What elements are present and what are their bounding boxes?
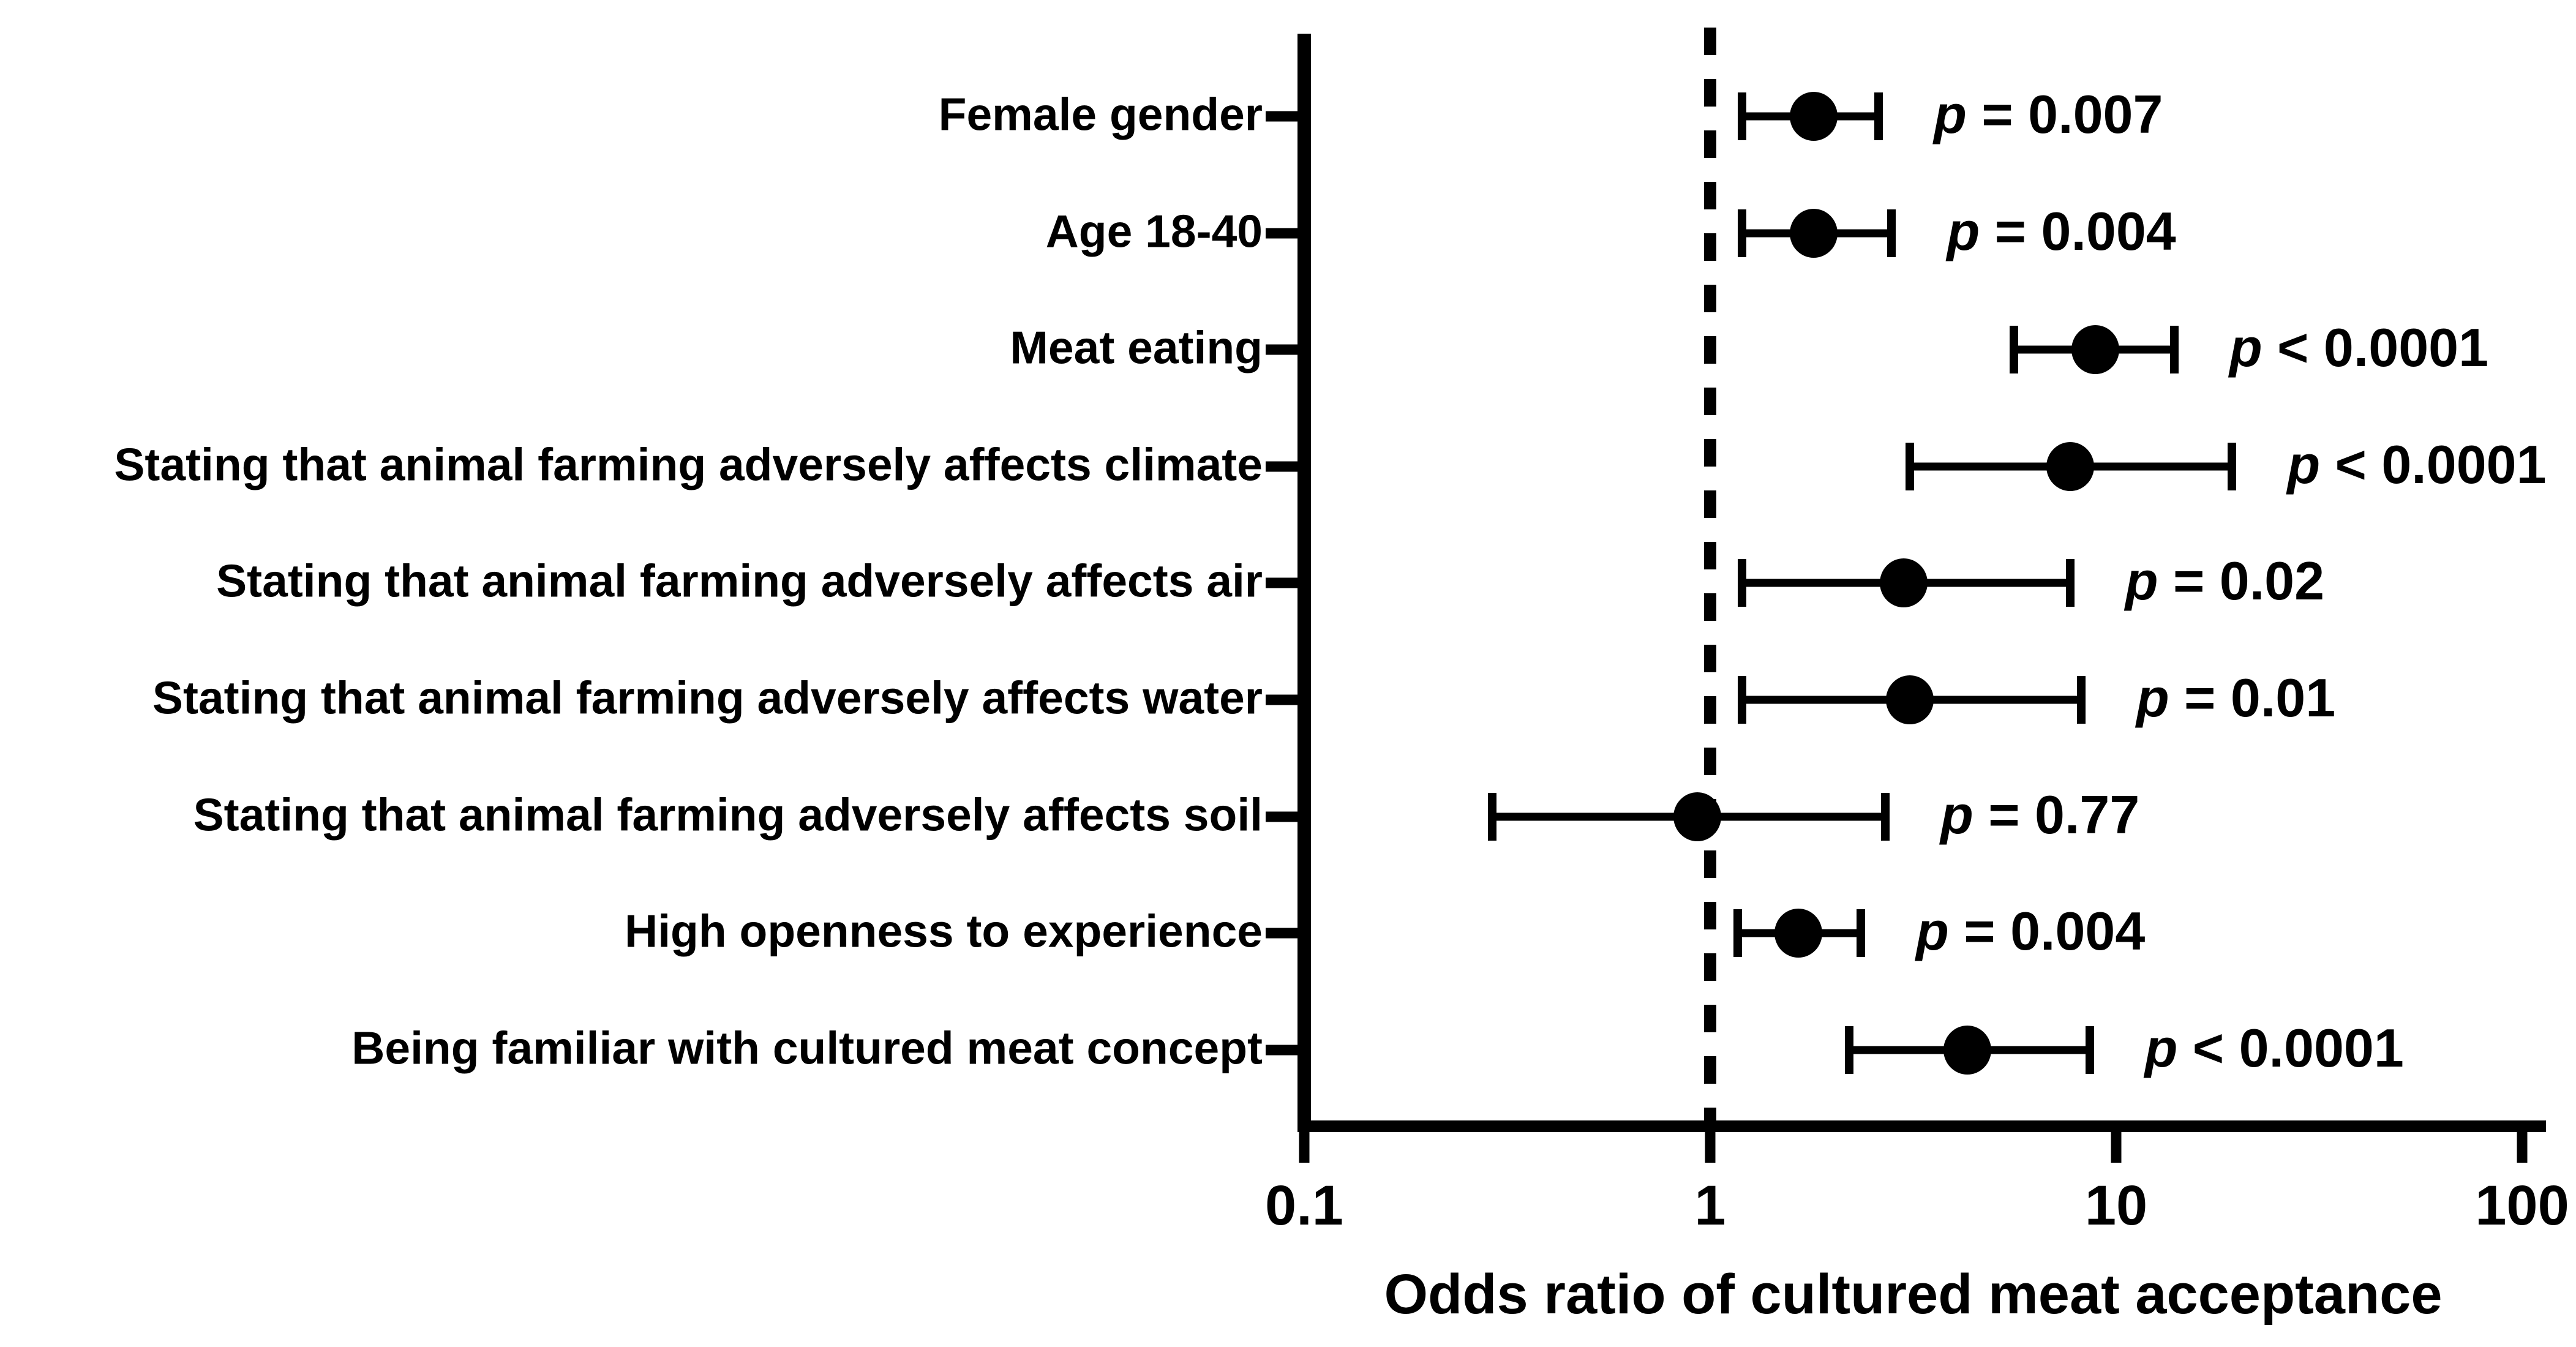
x-tick-label: 10 [2084, 1174, 2148, 1237]
x-tick-1 [1705, 1132, 1716, 1163]
ci-cap-upper [2085, 1026, 2094, 1074]
p-value-label: p = 0.77 [1940, 784, 2140, 845]
ci-cap-upper [1880, 792, 1890, 841]
odds-ratio-point-marker [2071, 325, 2120, 375]
ci-cap-upper [2065, 559, 2075, 607]
y-axis-tick [1266, 344, 1299, 355]
ci-cap-lower [1487, 792, 1496, 841]
p-value-label: p < 0.0001 [2144, 1017, 2404, 1078]
p-value-label: p = 0.02 [2125, 550, 2325, 612]
y-axis-spine [1297, 34, 1311, 1126]
x-tick-label: 100 [2475, 1174, 2569, 1237]
odds-ratio-point-marker [1774, 909, 1823, 958]
ci-cap-upper [2169, 326, 2179, 374]
odds-ratio-point-marker [1880, 558, 1928, 608]
p-value-label: p < 0.0001 [2287, 433, 2547, 495]
odds-ratio-point-marker [1790, 92, 1838, 141]
reference-line-or-1 [1704, 28, 1716, 1120]
y-axis-tick [1266, 928, 1299, 939]
y-axis-tick [1266, 1045, 1299, 1056]
y-axis-tick [1266, 811, 1299, 822]
odds-ratio-point-marker [1885, 675, 1934, 724]
ci-cap-lower [2010, 326, 2019, 374]
x-tick-100 [2517, 1132, 2528, 1163]
category-label: Stating that animal farming adversely af… [114, 438, 1263, 490]
ci-cap-upper [1887, 209, 1896, 257]
category-label: Female gender [938, 88, 1263, 140]
ci-cap-lower [1738, 209, 1747, 257]
category-label: Age 18-40 [1045, 205, 1263, 257]
odds-ratio-point-marker [1673, 792, 1722, 841]
ci-cap-lower [1738, 92, 1747, 140]
category-label: Meat eating [1010, 321, 1263, 373]
p-value-label: p = 0.01 [2136, 667, 2336, 728]
x-axis-line [1297, 1120, 2546, 1132]
x-tick-label: 1 [1694, 1174, 1726, 1237]
odds-ratio-point-marker [2046, 441, 2094, 491]
category-label: Being familiar with cultured meat concep… [351, 1022, 1263, 1074]
ci-cap-lower [1738, 676, 1747, 724]
x-tick-10 [2111, 1132, 2122, 1163]
x-axis-title: Odds ratio of cultured meat acceptance [1384, 1263, 2443, 1326]
p-value-label: p = 0.004 [1947, 200, 2176, 261]
ci-cap-lower [1845, 1026, 1854, 1074]
y-axis-tick [1266, 228, 1299, 239]
y-axis-tick [1266, 577, 1299, 588]
ci-cap-lower [1738, 559, 1747, 607]
ci-cap-upper [1857, 909, 1866, 958]
category-label: High openness to experience [625, 905, 1263, 957]
ci-cap-upper [2076, 676, 2086, 724]
category-label: Stating that animal farming adversely af… [152, 672, 1263, 724]
y-axis-tick [1266, 461, 1299, 472]
ci-cap-lower [1905, 442, 1914, 490]
p-value-label: p = 0.004 [1916, 901, 2146, 962]
odds-ratio-point-marker [1790, 208, 1838, 258]
y-axis-tick [1266, 694, 1299, 705]
odds-ratio-point-marker [1943, 1025, 1991, 1075]
category-label: Stating that animal farming adversely af… [193, 789, 1263, 841]
p-value-label: p = 0.007 [1934, 83, 2163, 144]
ci-cap-upper [2228, 442, 2237, 490]
ci-cap-upper [1874, 92, 1883, 140]
p-value-label: p < 0.0001 [2229, 317, 2489, 378]
y-axis-tick [1266, 111, 1299, 122]
x-tick-0.1 [1299, 1132, 1310, 1163]
ci-cap-lower [1733, 909, 1743, 958]
x-tick-label: 0.1 [1265, 1174, 1343, 1237]
category-label: Stating that animal farming adversely af… [216, 555, 1263, 607]
